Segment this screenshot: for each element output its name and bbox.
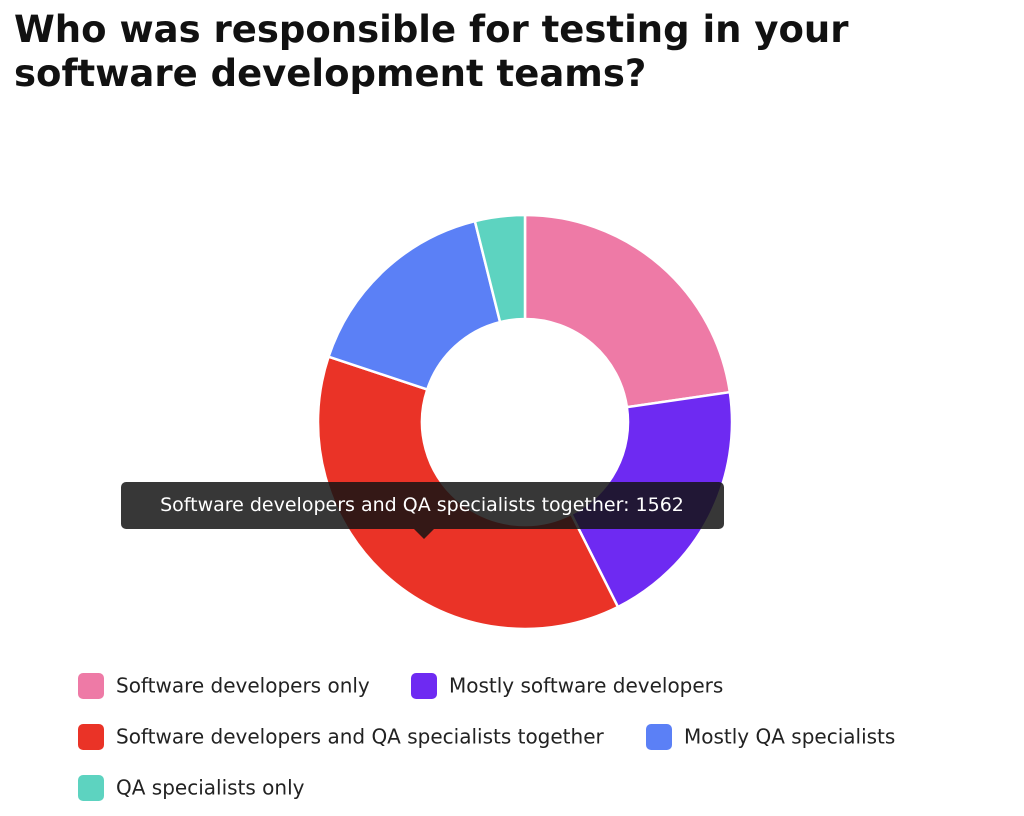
donut-slice	[473, 213, 527, 324]
donut-slice	[326, 219, 502, 392]
donut-slice	[523, 213, 732, 409]
legend-label: Software developers and QA specialists t…	[116, 725, 605, 749]
legend-label: Mostly software developers	[449, 674, 723, 698]
title-box: Who was responsible for testing in your …	[14, 8, 849, 95]
legend-swatch	[646, 724, 672, 750]
tooltip-text: Software developers and QA specialists t…	[160, 494, 684, 516]
legend-swatch	[78, 724, 104, 750]
legend-swatch	[411, 673, 437, 699]
chart-title: Who was responsible for testing in your …	[14, 8, 849, 95]
tooltip-arrow	[414, 529, 434, 539]
tooltip-box	[121, 482, 724, 529]
legend-swatch	[78, 673, 104, 699]
tooltip: Software developers and QA specialists t…	[121, 482, 724, 539]
tooltip-category: Software developers and QA specialists t…	[160, 494, 624, 516]
legend-label: Mostly QA specialists	[684, 725, 895, 749]
tooltip-value: 1562	[636, 494, 684, 516]
legend: Software developers only Mostly software …	[78, 673, 895, 801]
legend-label: Software developers only	[116, 674, 370, 698]
donut	[316, 213, 734, 631]
legend-label: QA specialists only	[116, 776, 305, 800]
legend-swatch	[78, 775, 104, 801]
